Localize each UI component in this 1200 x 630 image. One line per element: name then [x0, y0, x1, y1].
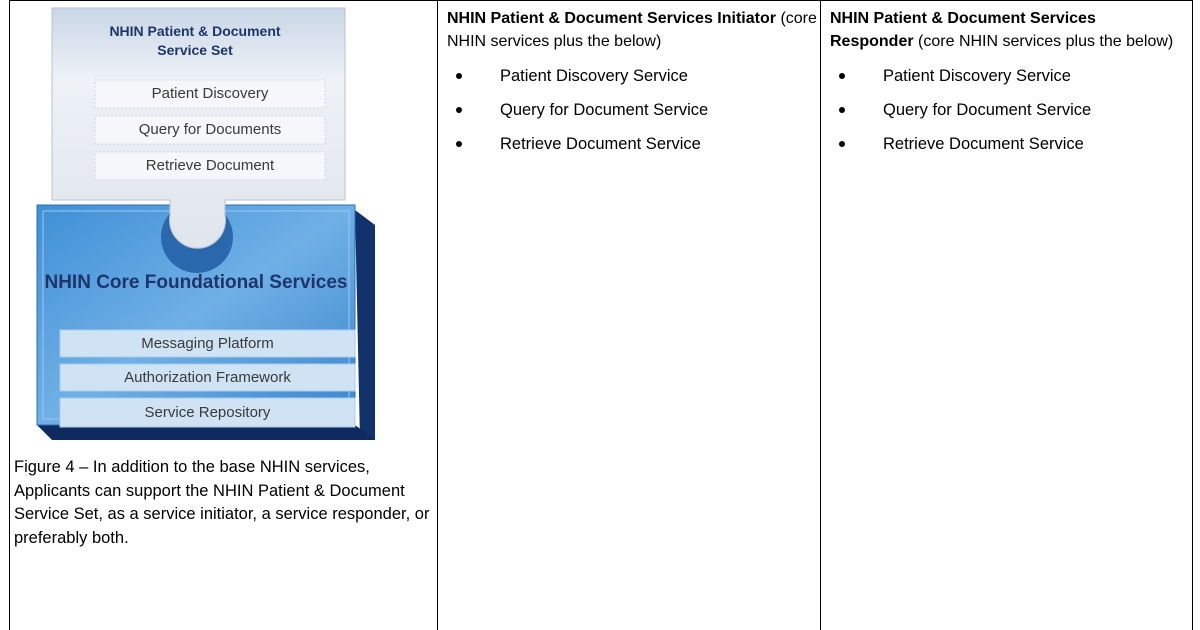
- heading-rest: (core NHIN services plus the below): [918, 33, 1174, 50]
- cell-heading: NHIN Patient & Document Services Respond…: [830, 7, 1192, 53]
- initiator-cell: NHIN Patient & Document Services Initiat…: [447, 7, 817, 167]
- service-item: Patient Discovery Service: [447, 65, 817, 99]
- top-piece-item: Retrieve Document: [145, 157, 275, 174]
- service-item: Query for Document Service: [830, 99, 1192, 133]
- heading-bold: NHIN Patient & Document Services Initiat…: [447, 10, 776, 27]
- cell-heading: NHIN Patient & Document Services Initiat…: [447, 7, 817, 53]
- table-border: [437, 0, 438, 630]
- table-border: [820, 0, 821, 630]
- table-top-border: [9, 0, 1193, 1]
- service-item: Retrieve Document Service: [447, 133, 817, 167]
- puzzle-figure: [36, 7, 375, 440]
- service-list: Patient Discovery Service Query for Docu…: [447, 65, 817, 167]
- bottom-piece-title: NHIN Core Foundational Services: [44, 272, 348, 293]
- service-item: Retrieve Document Service: [830, 133, 1192, 167]
- responder-cell: NHIN Patient & Document Services Respond…: [830, 7, 1192, 167]
- bottom-piece-item: Messaging Platform: [141, 335, 274, 352]
- heading-bold: NHIN Patient & Document Services Respond…: [830, 10, 1096, 50]
- top-piece-item: Query for Documents: [138, 121, 282, 138]
- bottom-piece-item: Authorization Framework: [124, 369, 291, 386]
- service-item: Patient Discovery Service: [830, 65, 1192, 99]
- heading-rest: (core NHIN services plus the below): [447, 10, 817, 50]
- table-border: [1192, 0, 1193, 630]
- service-list: Patient Discovery Service Query for Docu…: [830, 65, 1192, 167]
- top-piece-title: NHIN Patient & Document Service Set: [109, 23, 281, 58]
- table-border: [9, 0, 10, 630]
- service-item: Query for Document Service: [447, 99, 817, 133]
- bottom-piece-item: Service Repository: [144, 404, 271, 421]
- figure-caption: Figure 4 – In addition to the base NHIN …: [14, 458, 430, 547]
- top-piece-item: Patient Discovery: [151, 85, 269, 102]
